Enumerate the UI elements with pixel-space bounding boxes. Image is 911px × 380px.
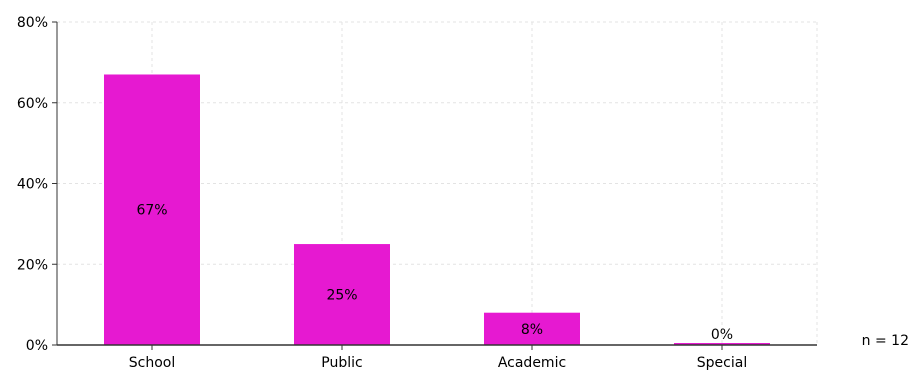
y-tick-label: 40%: [17, 177, 48, 193]
bar-value-label: 67%: [136, 203, 167, 219]
data-label-layer: 67% 25% 8% 0%: [136, 203, 733, 343]
bar-value-label: 0%: [711, 327, 733, 343]
x-category-label: Academic: [498, 355, 566, 371]
x-label-layer: School Public Academic Special: [129, 345, 747, 371]
y-tick-label: 0%: [26, 338, 48, 354]
bar: [104, 74, 200, 346]
sample-size-label: n = 12: [862, 333, 909, 349]
y-tick-label: 80%: [17, 15, 48, 31]
y-tick-label: 20%: [17, 257, 48, 273]
y-tick-layer: 0% 20% 40% 60% 80%: [17, 15, 57, 354]
bar: [294, 244, 390, 345]
y-tick-label: 60%: [17, 96, 48, 112]
x-category-label: Public: [321, 355, 362, 371]
bar: [484, 312, 580, 345]
bar: [674, 343, 770, 345]
x-category-label: Special: [697, 355, 747, 371]
bar-value-label: 25%: [326, 288, 357, 304]
bar-value-label: 8%: [521, 322, 543, 338]
bar-layer: [104, 74, 770, 346]
x-category-label: School: [129, 355, 175, 371]
